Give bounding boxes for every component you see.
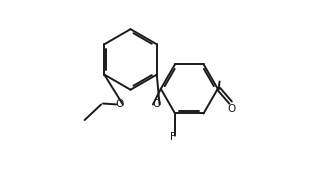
Text: O: O xyxy=(115,99,124,110)
Text: O: O xyxy=(152,99,160,110)
Text: F: F xyxy=(170,132,176,142)
Text: O: O xyxy=(227,104,236,114)
